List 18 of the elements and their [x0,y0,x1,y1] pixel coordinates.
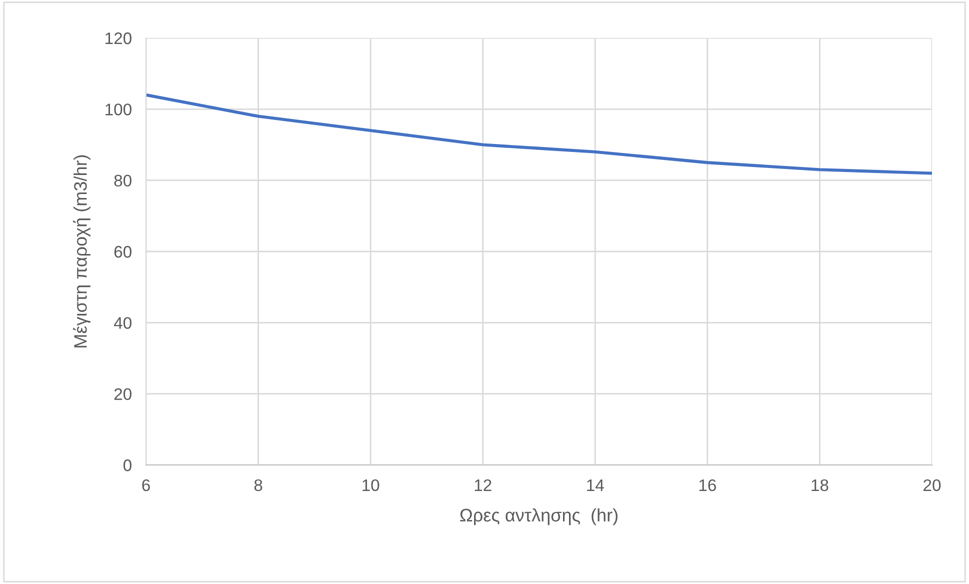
y-tick-label: 20 [114,388,132,400]
y-tick-label: 40 [114,317,132,329]
x-tick-label: 10 [362,479,380,492]
x-tick-label: 6 [142,479,150,492]
x-tick-label: 16 [699,479,716,492]
x-tick-label: 12 [474,479,492,491]
line-series [146,93,932,175]
y-tick-label: 100 [106,104,132,116]
x-axis-title: Ωρες αντλησης (hr) [460,508,618,526]
x-tick-label: 20 [924,479,941,492]
y-tick-label: 60 [114,246,132,258]
y-tick-label: 80 [114,174,132,187]
y-tick-label: 120 [106,32,132,44]
x-tick-label: 8 [254,479,262,492]
x-tick-label: 18 [812,479,828,492]
x-tick-label: 14 [587,480,604,491]
y-axis-title: Μέγιστη παροχή (m3/hr) [73,155,90,348]
y-tick-label: 0 [123,459,132,472]
